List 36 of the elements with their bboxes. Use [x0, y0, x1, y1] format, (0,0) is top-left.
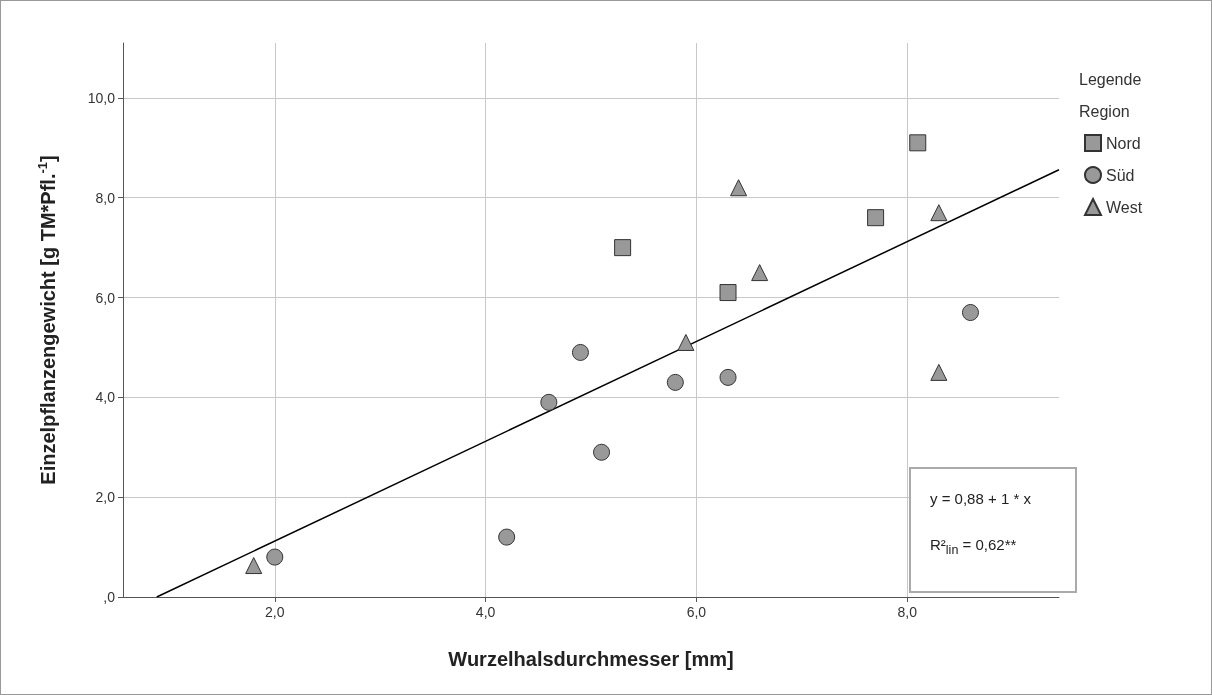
- point: [909, 134, 927, 152]
- y-tick-label: 10,0: [87, 89, 116, 106]
- point: [614, 239, 632, 257]
- point: [593, 443, 611, 461]
- point: [730, 179, 748, 197]
- legend-label: Nord: [1106, 134, 1141, 152]
- legend-label: West: [1106, 198, 1143, 216]
- legend-label: Süd: [1106, 166, 1135, 184]
- annotation: R²$_{lin}$ = 0,62**: [930, 536, 1017, 557]
- y-tick-label: 8,0: [95, 189, 116, 206]
- point: [719, 368, 737, 386]
- point: [571, 343, 589, 361]
- point: [867, 209, 885, 227]
- y-axis-title: Einzelpflanzengewicht [g TM*Pfl.-1]: [35, 155, 59, 485]
- x-axis-title: Wurzelhalsdurchmesser [mm]: [448, 648, 734, 670]
- point: [498, 528, 516, 546]
- point: [930, 204, 948, 222]
- x-tick-label: 6,0: [686, 604, 707, 620]
- y-tick-label: ,0: [103, 589, 116, 605]
- y-tick-label: 6,0: [95, 289, 116, 306]
- y-tick-label: 2,0: [95, 489, 116, 506]
- x-tick-label: 4,0: [475, 604, 496, 620]
- x-tick-label: 2,0: [265, 604, 285, 620]
- point: [540, 393, 558, 411]
- annotation: y = 0,88 + 1 * x: [930, 490, 1031, 507]
- x-tick-label: 8,0: [897, 604, 918, 620]
- point: [930, 363, 948, 381]
- point: [677, 333, 695, 351]
- point: [961, 304, 979, 322]
- point: [719, 284, 737, 302]
- y-tick-label: 4,0: [95, 389, 116, 406]
- legend-title: Legende Region: [1079, 70, 1142, 120]
- point: [666, 373, 684, 391]
- point: [266, 548, 284, 566]
- point: [245, 557, 263, 575]
- point: [751, 264, 769, 282]
